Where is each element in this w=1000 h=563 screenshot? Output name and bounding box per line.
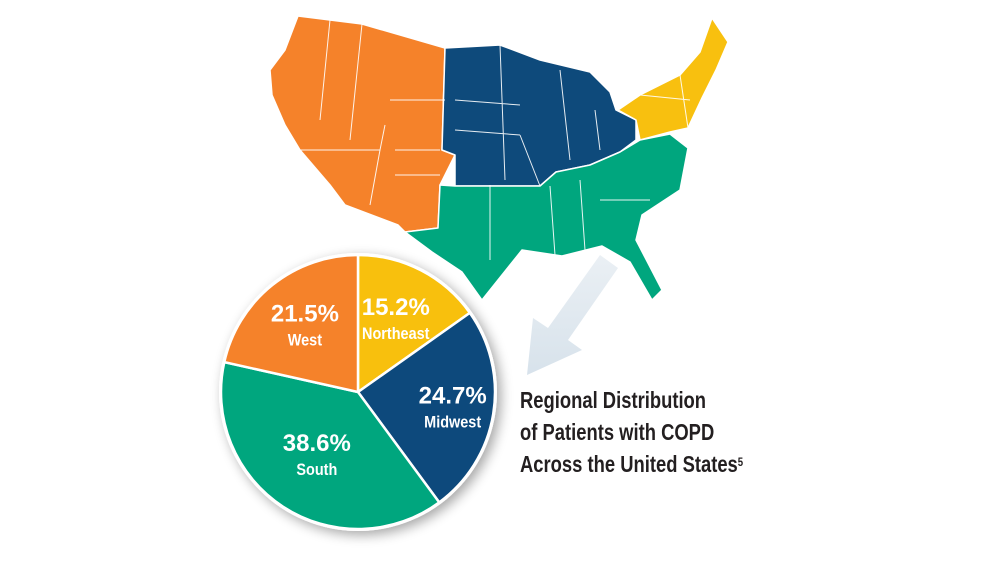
- pie-labels: 15.2% Northeast 24.7% Midwest 38.6% South 21.5…: [271, 294, 487, 479]
- pie-value-label: 21.5%: [271, 301, 339, 328]
- pie-value-label: 38.6%: [283, 430, 351, 457]
- title-line-2: of Patients with COPD: [520, 419, 715, 445]
- title-line-1: Regional Distribution: [520, 387, 707, 413]
- pie-slice-west: [222, 253, 360, 394]
- chart-title: Regional Distribution of Patients with C…: [520, 384, 743, 480]
- map-region-midwest: [441, 44, 637, 187]
- pie-slice-northeast: [356, 253, 472, 395]
- pie-chart: [219, 253, 497, 531]
- pie-value-label: 15.2%: [362, 294, 430, 321]
- title-line-3: Across the United States5: [520, 451, 744, 477]
- pie-category-label: South: [296, 461, 337, 479]
- arrow-icon: [527, 255, 618, 375]
- map-region-south: [404, 133, 689, 301]
- us-map: [269, 15, 729, 301]
- map-region-west: [269, 15, 456, 233]
- pie-category-label: Northeast: [362, 325, 430, 343]
- pie-slice-south: [219, 360, 441, 531]
- footnote-marker: 5: [737, 455, 744, 469]
- pie-value-label: 24.7%: [419, 382, 487, 409]
- pie-category-label: Midwest: [424, 413, 482, 431]
- pie-slice-midwest: [356, 311, 497, 505]
- pie-category-label: West: [288, 332, 323, 350]
